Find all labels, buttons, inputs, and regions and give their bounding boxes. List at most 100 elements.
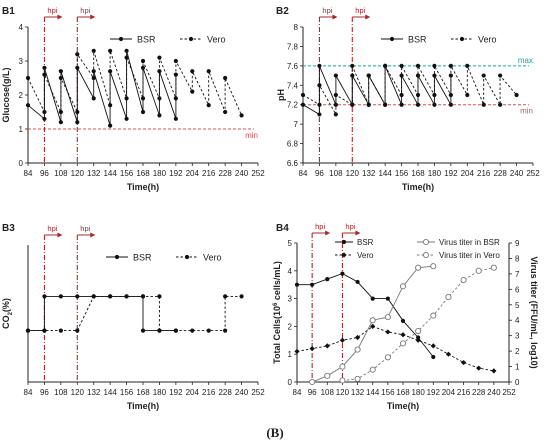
- data-point: [415, 337, 421, 343]
- data-point: [42, 65, 47, 70]
- data-point: [75, 328, 80, 333]
- y-tick-label: 7.8: [287, 42, 299, 51]
- data-point: [354, 334, 361, 341]
- data-point: [173, 96, 178, 101]
- legend-label: Virus titer in BSR: [439, 238, 500, 247]
- data-point: [415, 102, 421, 107]
- x-tick-label: 120: [71, 169, 85, 178]
- data-point: [399, 102, 404, 107]
- series-bsr: [25, 48, 178, 128]
- data-point: [399, 92, 404, 98]
- y-tick-label: 8: [294, 23, 299, 32]
- data-point: [108, 294, 113, 299]
- x-tick-label: 84: [24, 169, 33, 178]
- x-tick-label: 252: [251, 388, 265, 397]
- legend: BSR Vero: [110, 35, 226, 45]
- data-point: [350, 63, 355, 68]
- x-tick-label: 216: [457, 388, 471, 397]
- data-point: [445, 351, 452, 357]
- data-point: [58, 75, 63, 81]
- y-axis-label-text: Total Cells(10: [272, 306, 282, 364]
- legend-marker: [422, 251, 430, 259]
- x-tick-label: 216: [202, 388, 216, 397]
- data-point: [223, 109, 228, 115]
- y-tick-label: 2: [19, 91, 24, 100]
- x-axis-label: Time(h): [127, 401, 159, 411]
- series-bsr: [294, 271, 436, 360]
- data-point: [91, 75, 96, 81]
- y-tick-label: 5: [288, 239, 293, 248]
- series-line: [296, 325, 494, 372]
- data-point: [465, 92, 470, 98]
- data-point: [140, 109, 146, 115]
- hpi-arrowhead: [365, 14, 371, 20]
- legend-marker: [184, 254, 190, 260]
- y-tick-label: 3: [19, 57, 24, 66]
- data-point: [140, 58, 146, 64]
- y-tick-label: 0: [19, 159, 24, 168]
- legend-label: BSR: [357, 238, 374, 247]
- legend-label: BSR: [133, 253, 152, 263]
- data-point: [491, 368, 497, 374]
- data-point: [223, 75, 228, 81]
- data-point: [340, 271, 345, 276]
- data-point: [75, 109, 80, 115]
- legend-label: BSR: [137, 35, 156, 45]
- y2-tick-label: 9: [515, 239, 520, 248]
- legend: BSR Vero: [106, 253, 222, 263]
- panel-label: B2: [276, 6, 289, 17]
- hpi-label: hpi: [345, 222, 355, 231]
- x-tick-label: 132: [362, 169, 376, 178]
- data-point: [124, 294, 129, 299]
- y2-tick-label: 2: [515, 347, 520, 356]
- data-point: [206, 103, 211, 108]
- data-point: [431, 354, 436, 360]
- series-line: [28, 295, 242, 332]
- y-tick-label: 7.2: [287, 101, 299, 110]
- x-tick-label: 96: [308, 388, 317, 397]
- data-point: [354, 375, 361, 382]
- data-point: [223, 294, 228, 299]
- data-point: [490, 264, 497, 271]
- x-tick-label: 252: [502, 388, 516, 397]
- data-point: [58, 120, 63, 125]
- data-point: [58, 69, 63, 74]
- x-tick-label: 240: [235, 388, 249, 397]
- x-tick-label: 96: [40, 388, 49, 397]
- series-bsr: [25, 294, 178, 333]
- data-point: [108, 48, 113, 53]
- x-tick-label: 228: [472, 388, 486, 397]
- hpi-label: hpi: [322, 6, 332, 15]
- series-line: [297, 273, 434, 358]
- data-point: [383, 63, 388, 68]
- data-point: [445, 294, 452, 301]
- data-point: [108, 123, 113, 128]
- data-point: [42, 109, 47, 115]
- hpi-arrowhead: [57, 14, 63, 20]
- data-point: [173, 116, 178, 121]
- x-tick-label: 84: [299, 169, 308, 178]
- data-point: [432, 63, 437, 68]
- data-point: [430, 312, 437, 319]
- legend-marker: [341, 252, 347, 258]
- y-tick-label: 7.6: [287, 62, 299, 71]
- series-virus-titer-in-bsr: [309, 263, 437, 386]
- hpi-arrowhead: [332, 14, 338, 20]
- hpi-arrowhead: [325, 230, 331, 236]
- data-point: [190, 89, 195, 94]
- hpi-arrowhead: [355, 230, 361, 236]
- reference-line-label: max: [518, 56, 533, 65]
- hpi-label: hpi: [80, 6, 90, 15]
- data-point: [239, 113, 244, 118]
- x-tick-label: 156: [120, 169, 134, 178]
- x-tick-label: 144: [103, 169, 117, 178]
- y-axis-label-text: CO: [1, 315, 11, 329]
- x-tick-label: 192: [169, 169, 183, 178]
- x-axis-label: Time(h): [127, 182, 159, 192]
- data-point: [354, 346, 361, 353]
- x-tick-label: 228: [218, 388, 232, 397]
- data-point: [42, 294, 47, 299]
- data-point: [75, 294, 80, 299]
- x-tick-label: 192: [169, 388, 183, 397]
